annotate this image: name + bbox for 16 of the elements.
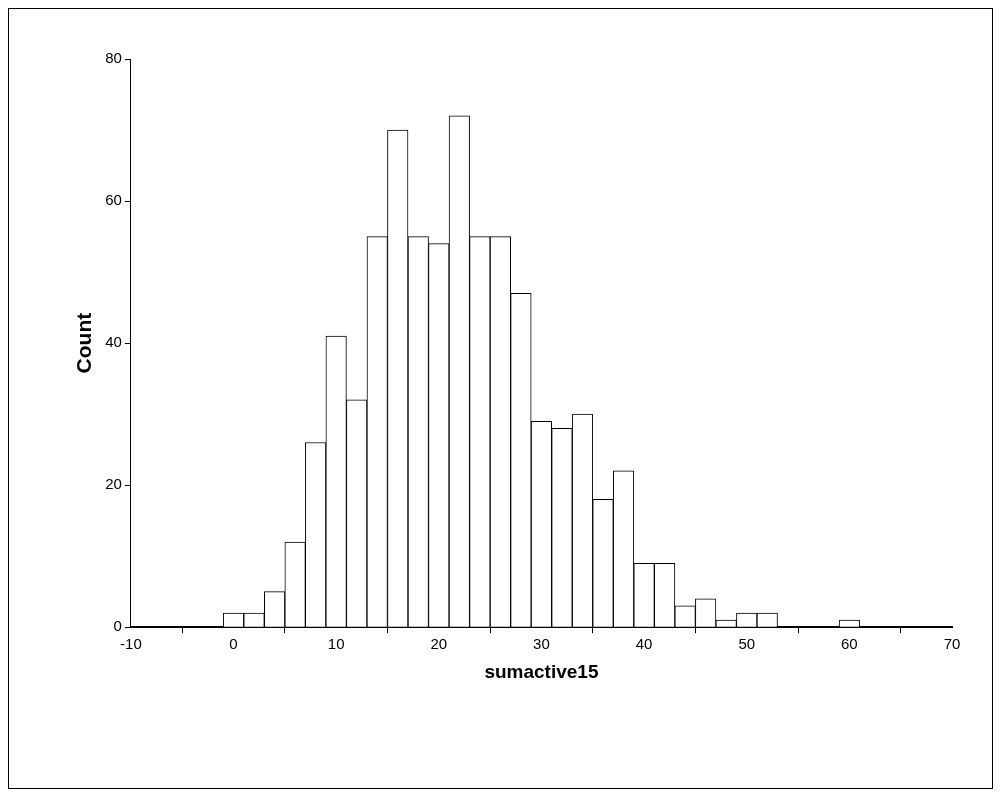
y-tick-label: 80 <box>105 49 122 67</box>
y-tick-label: 0 <box>113 617 122 635</box>
x-tick-label: 70 <box>943 635 961 653</box>
x-tick-label: 0 <box>229 635 238 653</box>
x-axis-title: sumactive15 <box>484 660 599 682</box>
y-tick-label: 60 <box>105 191 122 209</box>
x-tick-label: 40 <box>635 635 653 653</box>
x-tick-label: 60 <box>841 635 858 653</box>
y-tick-label: 20 <box>105 475 122 493</box>
x-tick-label: 50 <box>738 635 756 653</box>
y-tick-label: 40 <box>105 333 122 351</box>
x-tick-label: 20 <box>430 635 448 653</box>
x-tick-label: 10 <box>327 635 345 653</box>
y-axis-title: Count <box>72 312 96 374</box>
x-tick-label: -10 <box>120 635 142 653</box>
x-tick-label: 30 <box>533 635 550 653</box>
